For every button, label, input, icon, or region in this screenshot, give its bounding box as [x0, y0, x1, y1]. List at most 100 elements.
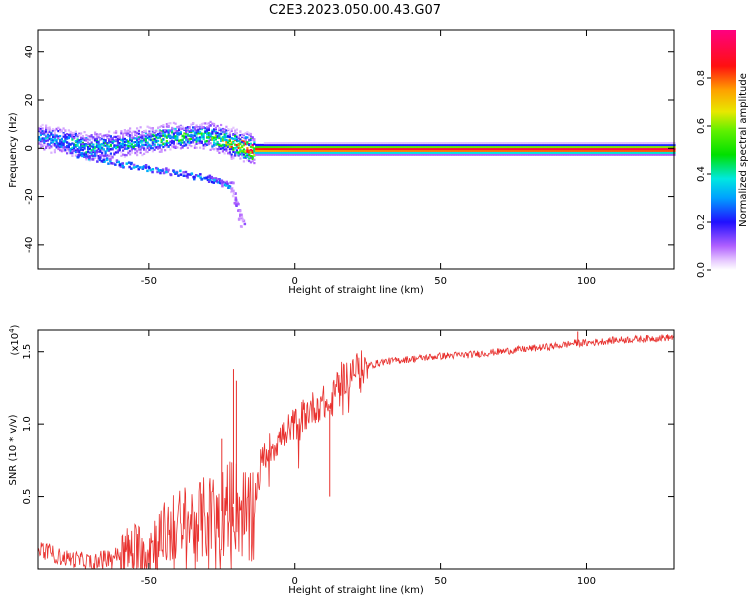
- spectrogram-cell-950: [181, 141, 184, 144]
- spectrogram-cell-1049: [195, 126, 198, 129]
- spectrogram-cell-1282: [230, 153, 233, 156]
- spectrogram-cell-403: [99, 150, 102, 153]
- spectrogram-cell-2099: [414, 153, 417, 156]
- spectrogram-cell-2699: [563, 143, 566, 147]
- spectrogram-cell-3164: [100, 160, 103, 163]
- spectrogram-cell-3255: [200, 178, 203, 181]
- spectrogram-cell-1977: [382, 145, 385, 149]
- spectrogram-cell-2041: [398, 143, 401, 147]
- spectrogram-cell-418: [101, 143, 104, 146]
- spectrogram-cell-1969: [381, 147, 384, 150]
- spectrogram-cell-152: [60, 137, 63, 140]
- spectrogram-cell-1375: [242, 156, 245, 159]
- spectrogram-cell-2938: [622, 142, 625, 145]
- spectrogram-cell-1624: [295, 151, 298, 154]
- spectrogram-cell-2723: [570, 151, 573, 154]
- spectrogram-cell-1940: [374, 149, 377, 152]
- spectrogram-cell-3206: [146, 169, 149, 173]
- spectrogram-cell-2246: [451, 153, 454, 156]
- spectrogram-cell-3336: [243, 222, 247, 226]
- spectrogram-cell-2513: [517, 151, 520, 154]
- spectrogram-cell-2639: [549, 151, 552, 154]
- spectrogram-cell-3104: [664, 145, 667, 149]
- spectrogram-cell-2284: [459, 147, 463, 150]
- spectrogram-cell-258: [76, 134, 79, 137]
- spectrogram-cell-1976: [382, 147, 385, 150]
- spectrogram-cell-1735: [323, 153, 326, 156]
- spectrogram-cell-1988: [386, 151, 389, 154]
- spectrogram-cell-2733: [571, 145, 575, 149]
- spectrogram-cell-1166: [213, 130, 216, 133]
- spectrogram-cell-1044: [195, 136, 198, 139]
- spectrogram-cell-1590: [286, 149, 289, 152]
- spectrogram-cell-1581: [284, 153, 287, 156]
- spectrogram-cell-2015: [393, 153, 396, 156]
- spectrogram-cell-2557: [528, 147, 531, 150]
- spectrogram-cell-1271: [228, 145, 231, 148]
- spectrogram-cell-854: [167, 134, 170, 137]
- spectrogram-cell-2650: [550, 143, 554, 147]
- spectrogram-cell-2683: [559, 147, 562, 150]
- spectrogram-cell-2565: [529, 145, 533, 149]
- spectrogram-cell-2904: [615, 153, 618, 156]
- spectrogram-cell-2826: [594, 142, 597, 145]
- spectrogram-cell-2853: [601, 143, 604, 147]
- spectrogram-cell-1820: [344, 151, 347, 154]
- spectrogram-cell-3167: [102, 158, 105, 162]
- spectrogram-cell-590: [127, 134, 130, 137]
- spectrogram-cell-1933: [372, 149, 375, 152]
- spectrogram-cell-3168: [105, 157, 109, 160]
- spectrogram-cell-1619: [293, 147, 296, 150]
- spectrogram-cell-101: [53, 142, 56, 146]
- spectrogram-cell-2998: [638, 147, 641, 150]
- spectrogram-cell-2897: [613, 153, 617, 156]
- spectrogram-cell-1513: [267, 149, 270, 152]
- spectrogram-cell-338: [88, 137, 91, 140]
- spectrogram-cell-1725: [319, 145, 322, 149]
- spectrogram-cell-1907: [365, 145, 368, 149]
- spectrogram-cell-644: [136, 140, 139, 143]
- spectrogram-cell-374: [94, 131, 97, 134]
- spectrogram-cell-348: [90, 136, 93, 139]
- spectrogram-cell-3091: [661, 143, 664, 147]
- spectrogram-cell-358: [92, 146, 95, 149]
- spectrogram-cell-2243: [449, 145, 452, 149]
- spectrogram-cell-2668: [556, 149, 559, 152]
- spectrogram-cell-2366: [480, 151, 484, 154]
- spectrogram-cell-2754: [577, 145, 580, 149]
- spectrogram-cell-2935: [622, 147, 625, 150]
- spectrogram-cell-2019: [393, 145, 396, 149]
- spectrogram-cell-3152: [87, 158, 91, 161]
- spectrogram-cell-1661: [304, 147, 307, 150]
- spectrogram-cell-1561: [279, 151, 282, 154]
- spectrogram-cell-2696: [563, 149, 566, 152]
- spectrogram-cell-2735: [571, 142, 575, 145]
- snr-yscale-prefix: (x10: [10, 333, 21, 356]
- spectrogram-cell-1868: [356, 153, 359, 156]
- spectrogram-cell-2715: [568, 153, 571, 156]
- spectrogram-cell-2623: [543, 142, 547, 145]
- spectrogram-cell-1904: [365, 151, 368, 154]
- spectrogram-cell-2776: [582, 143, 585, 147]
- spectrogram-cell-2397: [487, 145, 491, 149]
- spectrogram-cell-1260: [227, 139, 230, 142]
- spectrogram-cell-3004: [640, 149, 643, 152]
- spectrogram-cell-1382: [242, 143, 245, 146]
- spectrogram-cell-2273: [456, 142, 459, 145]
- spectrogram-cell-2487: [510, 147, 513, 150]
- spectrogram-cell-2191: [437, 151, 440, 154]
- spectrogram-cell-802: [158, 125, 161, 129]
- spectrogram-cell-1041: [195, 138, 198, 141]
- spectrogram-cell-147: [60, 144, 63, 147]
- spectrogram-cell-3144: [76, 156, 80, 159]
- spectrogram-cell-2736: [573, 153, 576, 156]
- spectrogram-cell-1966: [381, 153, 384, 156]
- snr-line: [37, 334, 674, 571]
- spectrogram-cell-10: [38, 127, 41, 130]
- spectrogram-cell-2805: [589, 142, 592, 145]
- spectrogram-cell-177: [64, 133, 67, 136]
- spectrogram-cell-2362: [479, 145, 482, 149]
- spectrogram-cell-1743: [325, 151, 328, 154]
- spectrogram-cell-2422: [494, 151, 498, 154]
- spectrogram-cell-2695: [563, 151, 566, 154]
